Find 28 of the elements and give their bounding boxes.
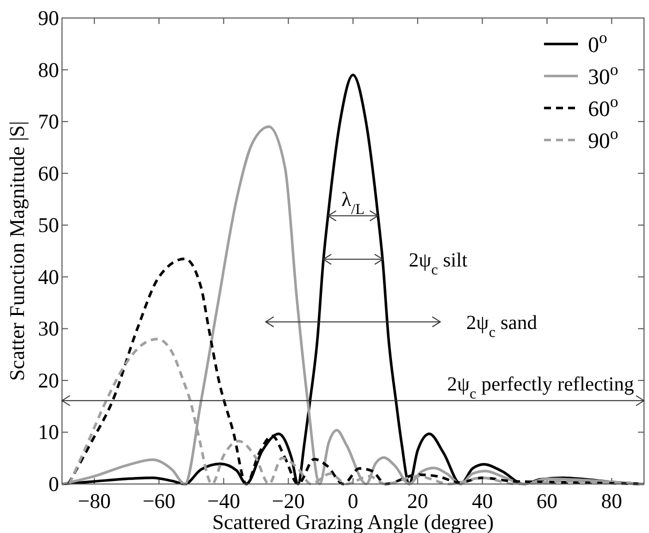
y-tick-label: 30 [38,316,59,341]
x-tick-label: −20 [272,489,305,513]
x-tick-label: −40 [207,489,240,513]
y-tick-label: 90 [38,6,59,30]
y-tick-label: 20 [38,368,59,392]
annotation: λ$_{/L}$ [341,188,365,218]
y-tick-label: 0 [48,472,59,496]
legend-label: 90$^{o}$ [588,124,618,153]
y-tick-label: 70 [38,110,59,134]
x-tick-label: 80 [601,489,622,513]
y-tick-label: 40 [38,264,59,289]
x-tick-label: −80 [78,489,111,513]
x-tick-label: 40 [472,489,493,513]
ref-line-label: 2ψ$_{c}$ perfectly reflecting [447,374,634,403]
y-tick-label: 60 [38,161,59,186]
y-tick-label: 50 [38,213,59,238]
y-tick-label: 80 [38,58,59,82]
annotation: 2ψ$_{c}$ silt [408,249,468,278]
x-tick-label: 0 [348,489,358,513]
annotation: 2ψ$_{c}$ sand [466,312,538,341]
x-tick-label: 20 [407,489,428,513]
legend-label: 30$^{o}$ [588,60,618,89]
y-tick-label: 10 [38,420,59,444]
y-axis-title: Scatter Function Magnitude |S| [5,121,29,381]
x-tick-label: 60 [536,489,558,513]
legend-label: 60$^{o}$ [588,92,618,121]
x-tick-label: −60 [142,489,176,513]
legend-label: 0$^{o}$ [588,28,608,57]
